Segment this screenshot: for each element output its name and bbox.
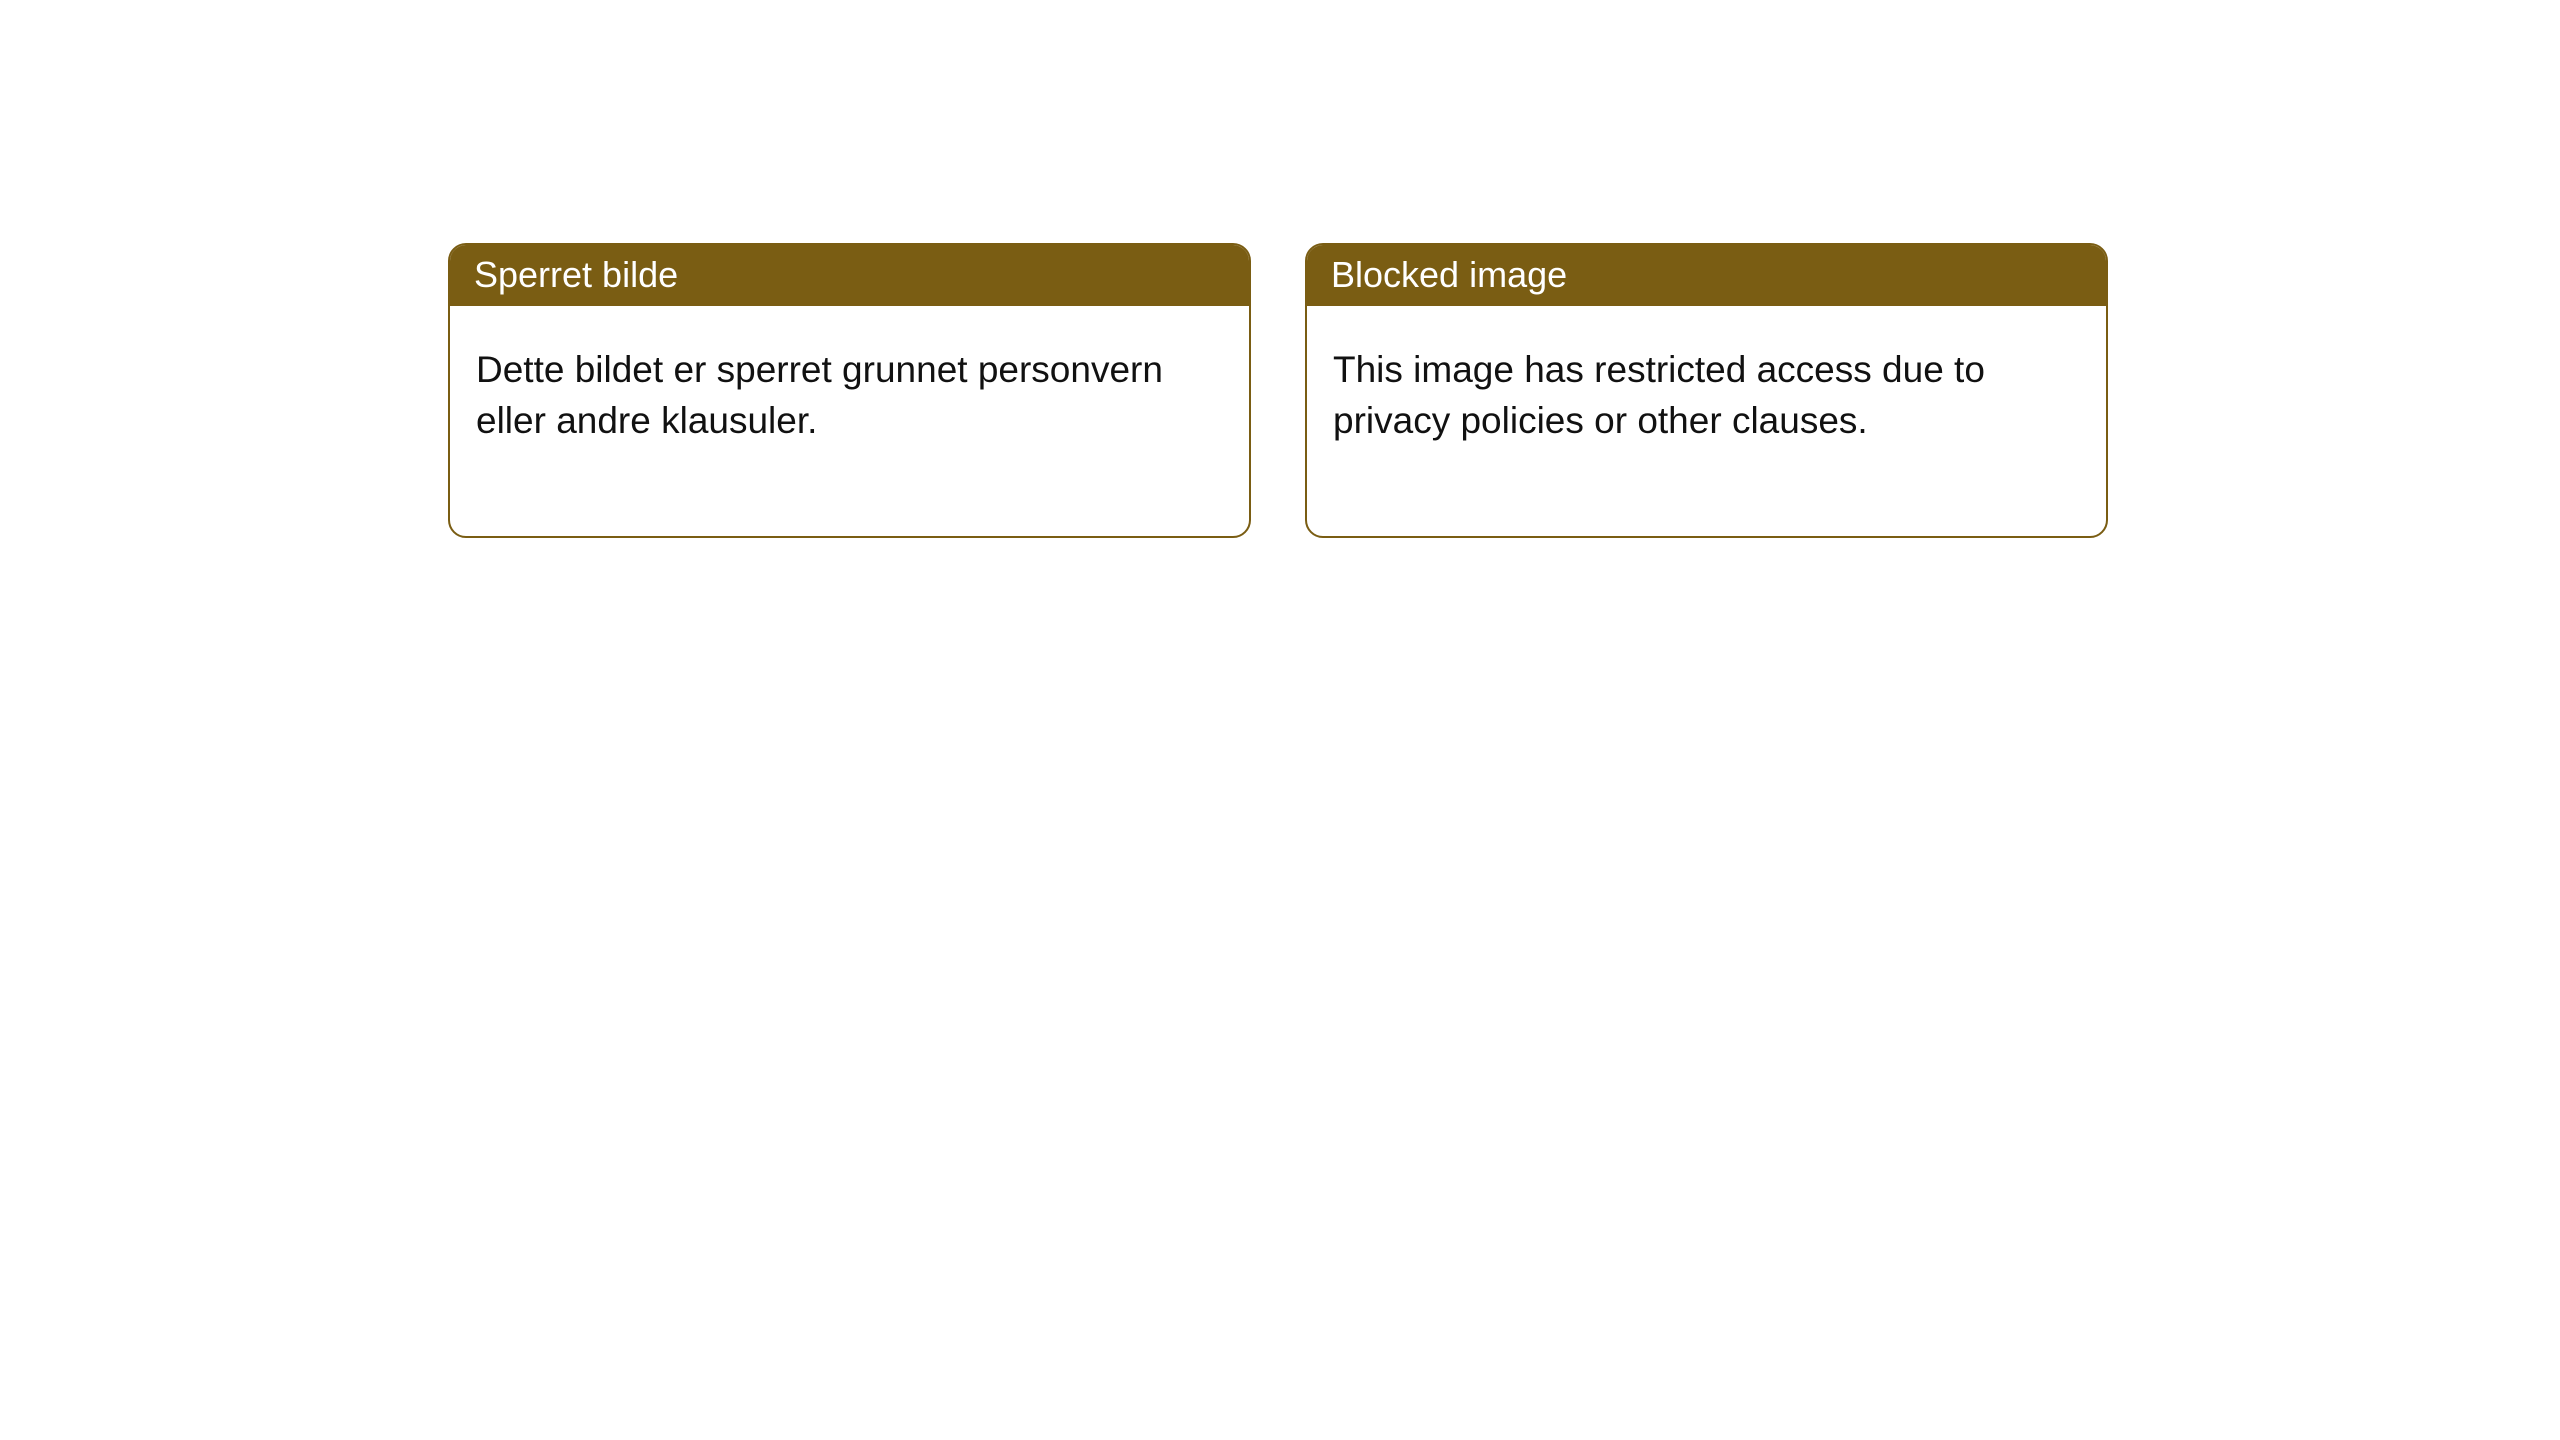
notice-card-english: Blocked image This image has restricted … — [1305, 243, 2108, 538]
notice-body-english: This image has restricted access due to … — [1307, 306, 2106, 536]
notice-title-english: Blocked image — [1307, 245, 2106, 306]
notice-body-norwegian: Dette bildet er sperret grunnet personve… — [450, 306, 1249, 536]
notice-card-norwegian: Sperret bilde Dette bildet er sperret gr… — [448, 243, 1251, 538]
notice-title-norwegian: Sperret bilde — [450, 245, 1249, 306]
notice-container: Sperret bilde Dette bildet er sperret gr… — [0, 0, 2560, 538]
